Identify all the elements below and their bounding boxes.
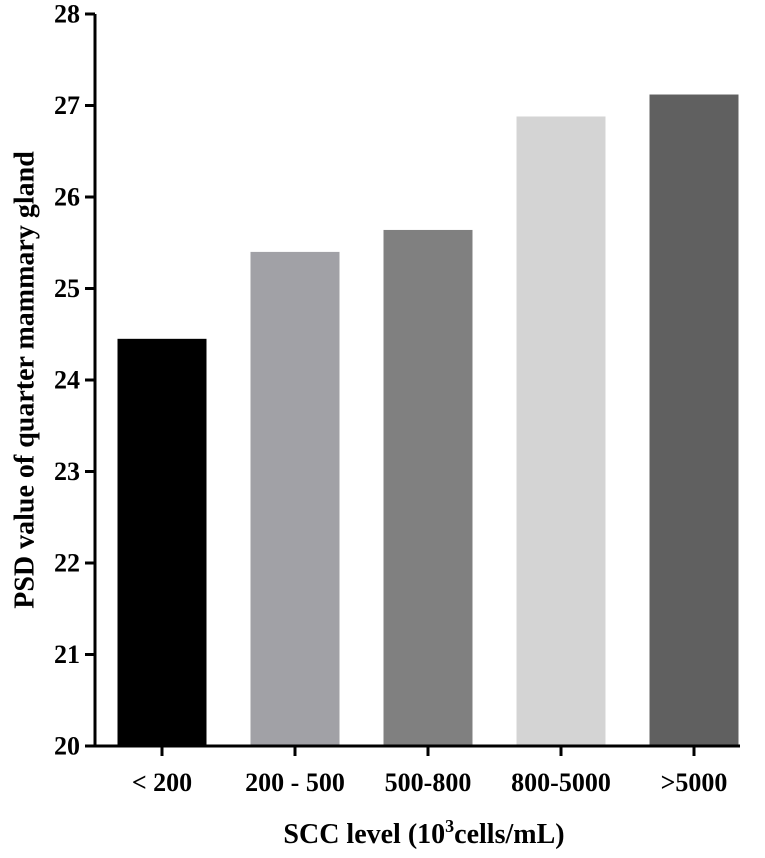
- x-tick-label: < 200: [132, 768, 192, 797]
- bar-3: [383, 229, 473, 746]
- y-tick-label: 20: [54, 732, 80, 761]
- y-tick-label: 23: [54, 457, 80, 486]
- y-tick-label: 22: [54, 549, 80, 578]
- y-axis: 20 21 22 23 24 25 26 27 28: [54, 0, 97, 761]
- y-tick-label: 21: [54, 640, 80, 669]
- bar-5: [649, 94, 739, 746]
- bar-4: [516, 116, 606, 747]
- x-axis-title: SCC level (103cells/mL): [283, 816, 564, 850]
- x-tick-label: 500-800: [385, 768, 472, 797]
- x-tick-label: 800-5000: [511, 768, 611, 797]
- bars-group: [117, 94, 739, 747]
- x-axis-title-suffix: cells/mL): [454, 819, 564, 850]
- y-axis-title: PSD value of quarter mammary gland: [10, 151, 41, 609]
- x-tick-label: 200 - 500: [245, 768, 345, 797]
- x-axis: < 200 200 - 500 500-800 800-5000 >5000: [95, 744, 740, 797]
- x-tick-label: >5000: [661, 768, 728, 797]
- x-axis-title-prefix: SCC level (10: [283, 819, 445, 850]
- y-tick-label: 28: [54, 0, 80, 29]
- y-tick-label: 26: [54, 183, 80, 212]
- x-axis-title-superscript: 3: [445, 816, 454, 836]
- y-tick-label: 27: [54, 91, 80, 120]
- y-tick-label: 24: [54, 366, 80, 395]
- bar-2: [250, 251, 340, 746]
- bar-1: [117, 338, 207, 746]
- y-tick-label: 25: [54, 274, 80, 303]
